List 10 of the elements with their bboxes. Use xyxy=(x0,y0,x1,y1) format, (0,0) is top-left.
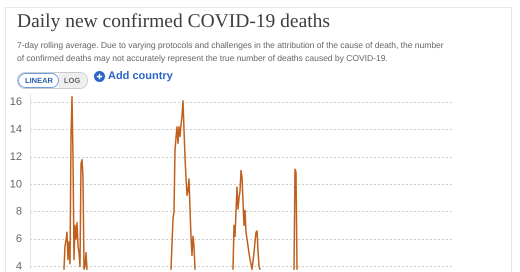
y-tick-label: 8 xyxy=(16,206,22,218)
chart-subtitle: 7-day rolling average. Due to varying protocols and challenges in the attribution of the cause of death, the number of confirmed deaths may not accurately represent the true number of deaths caused by COVID-19. xyxy=(17,39,445,65)
chart-title: Daily new confirmed COVID-19 deaths xyxy=(17,11,330,33)
y-tick-label: 10 xyxy=(10,178,22,190)
y-tick-label: 4 xyxy=(16,260,22,272)
y-tick-label: 6 xyxy=(16,233,22,246)
y-tick-label: 14 xyxy=(10,124,22,136)
y-tick-label: 16 xyxy=(10,96,22,108)
y-tick-label: 12 xyxy=(10,150,22,163)
text: Add country xyxy=(108,70,173,82)
